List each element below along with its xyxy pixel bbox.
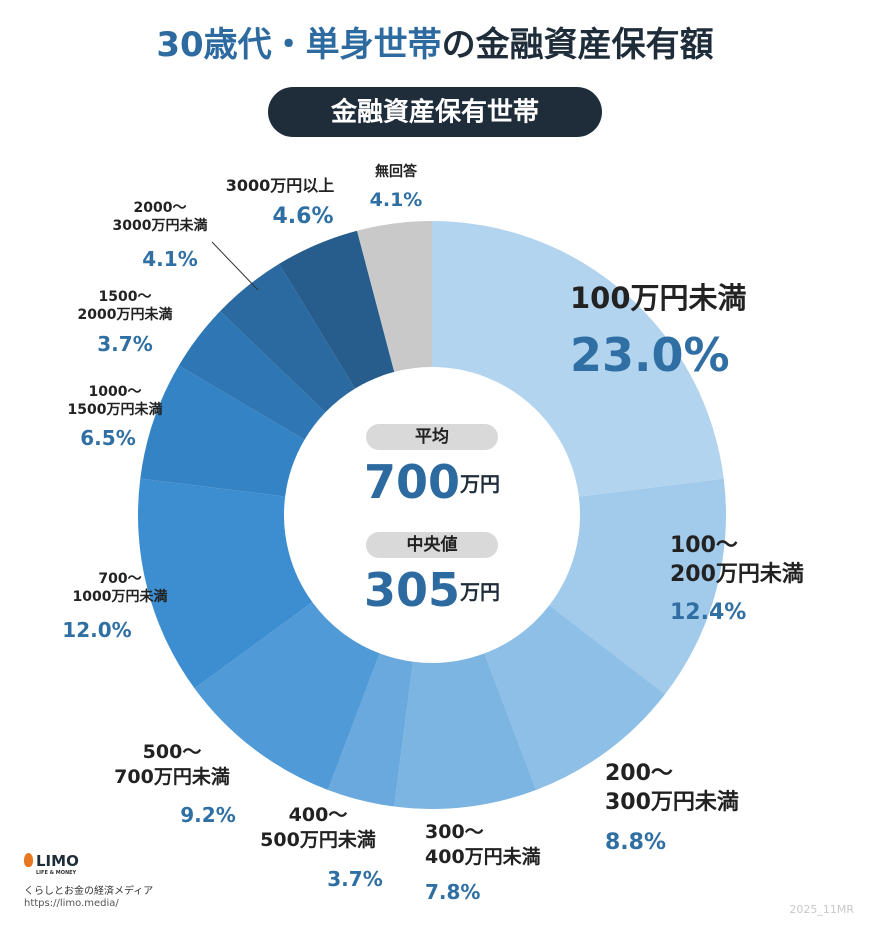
slice-label: 300～ 400万円未満 <box>425 821 541 868</box>
slice-label: 100万円未満 <box>570 281 747 315</box>
value-label: 3.7% <box>97 332 153 356</box>
slice <box>432 221 724 497</box>
slice <box>140 365 305 497</box>
value-label: 7.8% <box>425 880 481 904</box>
title-part: の金融資産保有額 <box>442 25 714 65</box>
center-number: 305 <box>364 563 460 617</box>
slice-label: 400～ 500万円未満 <box>260 804 376 851</box>
value-label: 4.1% <box>142 247 198 271</box>
slice <box>220 263 355 413</box>
logo-flame <box>24 853 33 867</box>
slice <box>549 478 726 695</box>
center-label: 平均 <box>415 426 449 447</box>
center-unit: 万円 <box>459 472 500 496</box>
slice <box>327 653 413 807</box>
value-label: 9.2% <box>180 803 236 827</box>
center-value: 305万円 <box>364 563 500 617</box>
slice <box>194 602 380 790</box>
center-unit: 万円 <box>459 580 500 604</box>
center-pill <box>366 532 498 558</box>
tagline: くらしとお金の経済メディア <box>24 886 154 897</box>
value-label: 4.6% <box>272 204 334 229</box>
subtitle-pill <box>268 87 602 137</box>
chart-title: 30歳代・単身世帯の金融資産保有額 <box>156 25 713 65</box>
logo: LIMO <box>36 852 79 870</box>
value-label: 3.7% <box>327 867 383 891</box>
slice-label: 100～ 200万円未満 <box>670 533 804 587</box>
subtitle: 金融資産保有世帯 <box>330 97 539 128</box>
value-label: 6.5% <box>80 426 136 450</box>
code: 2025_11MR <box>789 903 854 916</box>
slice <box>178 311 326 440</box>
logo-sub: LIFE & MONEY <box>36 870 77 876</box>
center-label: 中央値 <box>407 534 458 555</box>
title-part: 30歳代・単身世帯 <box>156 25 441 65</box>
value-label: 8.8% <box>605 830 667 855</box>
value-label: 23.0% <box>570 328 730 382</box>
slice-label: 500～ 700万円未満 <box>114 741 230 788</box>
value-label: 12.0% <box>62 618 132 642</box>
slice-label: 3000万円以上 <box>225 176 335 195</box>
slice <box>279 230 395 389</box>
slice <box>394 653 537 809</box>
value-label: 12.4% <box>670 600 747 625</box>
slice-label: 1000～ 1500万円未満 <box>67 384 163 419</box>
url: https://limo.media/ <box>24 898 119 909</box>
value-label: 4.1% <box>369 189 423 211</box>
slice-label: 200～ 300万円未満 <box>605 761 739 815</box>
leader-line <box>211 241 259 291</box>
center-value: 700万円 <box>364 455 500 509</box>
slice <box>357 221 432 372</box>
center-pill <box>366 424 498 450</box>
slice-label: 1500～ 2000万円未満 <box>77 289 173 324</box>
slice <box>484 605 666 790</box>
slice-label: 700～ 1000万円未満 <box>72 571 168 606</box>
slice-label: 2000～ 3000万円未満 <box>112 200 208 235</box>
center-number: 700 <box>364 455 460 509</box>
slice <box>137 478 313 689</box>
slice-label: 無回答 <box>375 164 417 180</box>
